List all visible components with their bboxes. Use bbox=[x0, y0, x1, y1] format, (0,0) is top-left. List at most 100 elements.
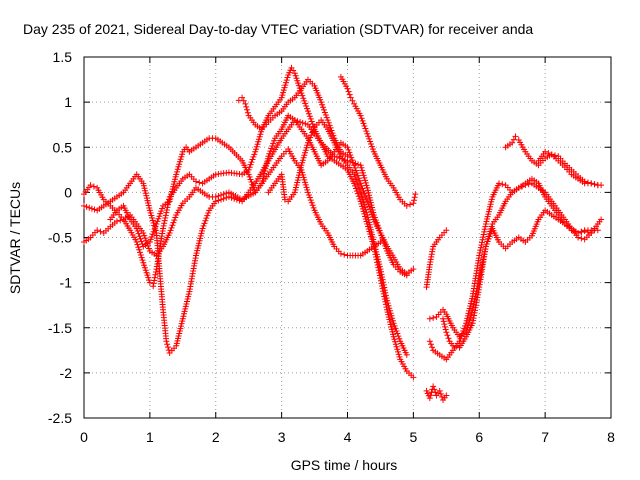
data-point bbox=[588, 229, 595, 236]
data-point bbox=[243, 103, 250, 110]
data-point bbox=[390, 320, 397, 327]
data-point bbox=[196, 179, 203, 186]
data-point bbox=[265, 153, 272, 160]
data-point bbox=[356, 177, 363, 184]
series-sat-d bbox=[107, 112, 417, 277]
data-point bbox=[247, 176, 254, 183]
data-point bbox=[363, 195, 370, 202]
data-point bbox=[254, 141, 261, 148]
data-point bbox=[578, 235, 585, 242]
series-sat-j bbox=[426, 180, 605, 340]
data-point bbox=[239, 94, 246, 101]
x-tick-label: 6 bbox=[475, 429, 483, 445]
data-point bbox=[386, 307, 393, 314]
data-point bbox=[253, 146, 260, 153]
data-point bbox=[253, 143, 260, 150]
data-point bbox=[363, 128, 370, 135]
data-point bbox=[368, 208, 375, 215]
data-point bbox=[360, 199, 367, 206]
data-point bbox=[202, 217, 209, 224]
data-point bbox=[362, 206, 369, 213]
data-point bbox=[412, 191, 419, 198]
data-point bbox=[499, 181, 506, 188]
data-point bbox=[444, 332, 451, 339]
data-point bbox=[138, 238, 145, 245]
data-point bbox=[322, 112, 329, 119]
x-tick-labels: 0 1 2 3 4 5 6 7 8 bbox=[80, 429, 615, 445]
data-point bbox=[345, 146, 352, 153]
data-point bbox=[133, 239, 140, 246]
data-point bbox=[380, 279, 387, 286]
data-point bbox=[299, 92, 306, 99]
data-point bbox=[395, 333, 402, 340]
data-point bbox=[346, 149, 353, 156]
data-point bbox=[384, 300, 391, 307]
data-point bbox=[393, 327, 400, 334]
data-point bbox=[407, 201, 414, 208]
data-point bbox=[382, 289, 389, 296]
x-tick-label: 8 bbox=[607, 429, 615, 445]
data-point bbox=[384, 297, 391, 304]
data-point bbox=[308, 118, 315, 125]
data-point bbox=[305, 110, 312, 117]
data-point bbox=[485, 235, 492, 242]
y-tick-label: -2.5 bbox=[48, 410, 72, 426]
data-point bbox=[352, 167, 359, 174]
data-point bbox=[246, 173, 253, 180]
data-point bbox=[165, 347, 172, 354]
data-point bbox=[481, 226, 488, 233]
data-point bbox=[301, 152, 308, 159]
data-point bbox=[173, 171, 180, 178]
data-point bbox=[153, 220, 160, 227]
data-point bbox=[390, 333, 397, 340]
data-point bbox=[362, 125, 369, 132]
data-point bbox=[301, 97, 308, 104]
data-point bbox=[361, 122, 368, 129]
data-point bbox=[304, 105, 311, 112]
data-point bbox=[205, 210, 212, 217]
data-point bbox=[395, 351, 402, 358]
data-point bbox=[309, 129, 316, 136]
data-point bbox=[479, 236, 486, 243]
data-point bbox=[270, 140, 277, 147]
x-tick-label: 2 bbox=[212, 429, 220, 445]
data-point bbox=[87, 182, 94, 189]
data-point bbox=[280, 87, 287, 94]
data-point bbox=[266, 150, 273, 157]
data-point bbox=[346, 91, 353, 98]
data-point bbox=[387, 310, 394, 317]
data-point bbox=[352, 164, 359, 171]
data-point bbox=[165, 199, 172, 206]
data-point bbox=[283, 77, 290, 84]
data-point bbox=[149, 217, 156, 224]
data-point bbox=[395, 348, 402, 355]
data-point bbox=[389, 315, 396, 322]
data-point bbox=[294, 118, 301, 125]
data-point bbox=[362, 177, 369, 184]
data-point bbox=[304, 186, 311, 193]
y-tick-labels: -2.5 -2 -1.5 -1 -0.5 0 0.5 1 1.5 bbox=[48, 49, 72, 426]
data-point bbox=[460, 327, 467, 334]
data-point bbox=[357, 162, 364, 169]
data-point bbox=[323, 114, 330, 121]
data-point bbox=[353, 170, 360, 177]
data-point bbox=[300, 174, 307, 181]
series-sat-e bbox=[235, 76, 351, 160]
data-point bbox=[443, 392, 450, 399]
data-point bbox=[199, 225, 206, 232]
data-point bbox=[388, 312, 395, 319]
data-point bbox=[136, 246, 143, 253]
data-point bbox=[385, 302, 392, 309]
data-point bbox=[427, 341, 434, 348]
data-point bbox=[179, 151, 186, 158]
y-tick-label: 1 bbox=[64, 94, 72, 110]
data-point bbox=[359, 194, 366, 201]
data-point bbox=[299, 159, 306, 166]
data-point bbox=[303, 144, 310, 151]
data-point bbox=[482, 243, 489, 250]
data-point bbox=[363, 209, 370, 216]
data-point bbox=[358, 115, 365, 122]
data-point bbox=[250, 184, 257, 191]
data-point bbox=[200, 222, 207, 229]
x-axis-label: GPS time / hours bbox=[291, 457, 398, 473]
